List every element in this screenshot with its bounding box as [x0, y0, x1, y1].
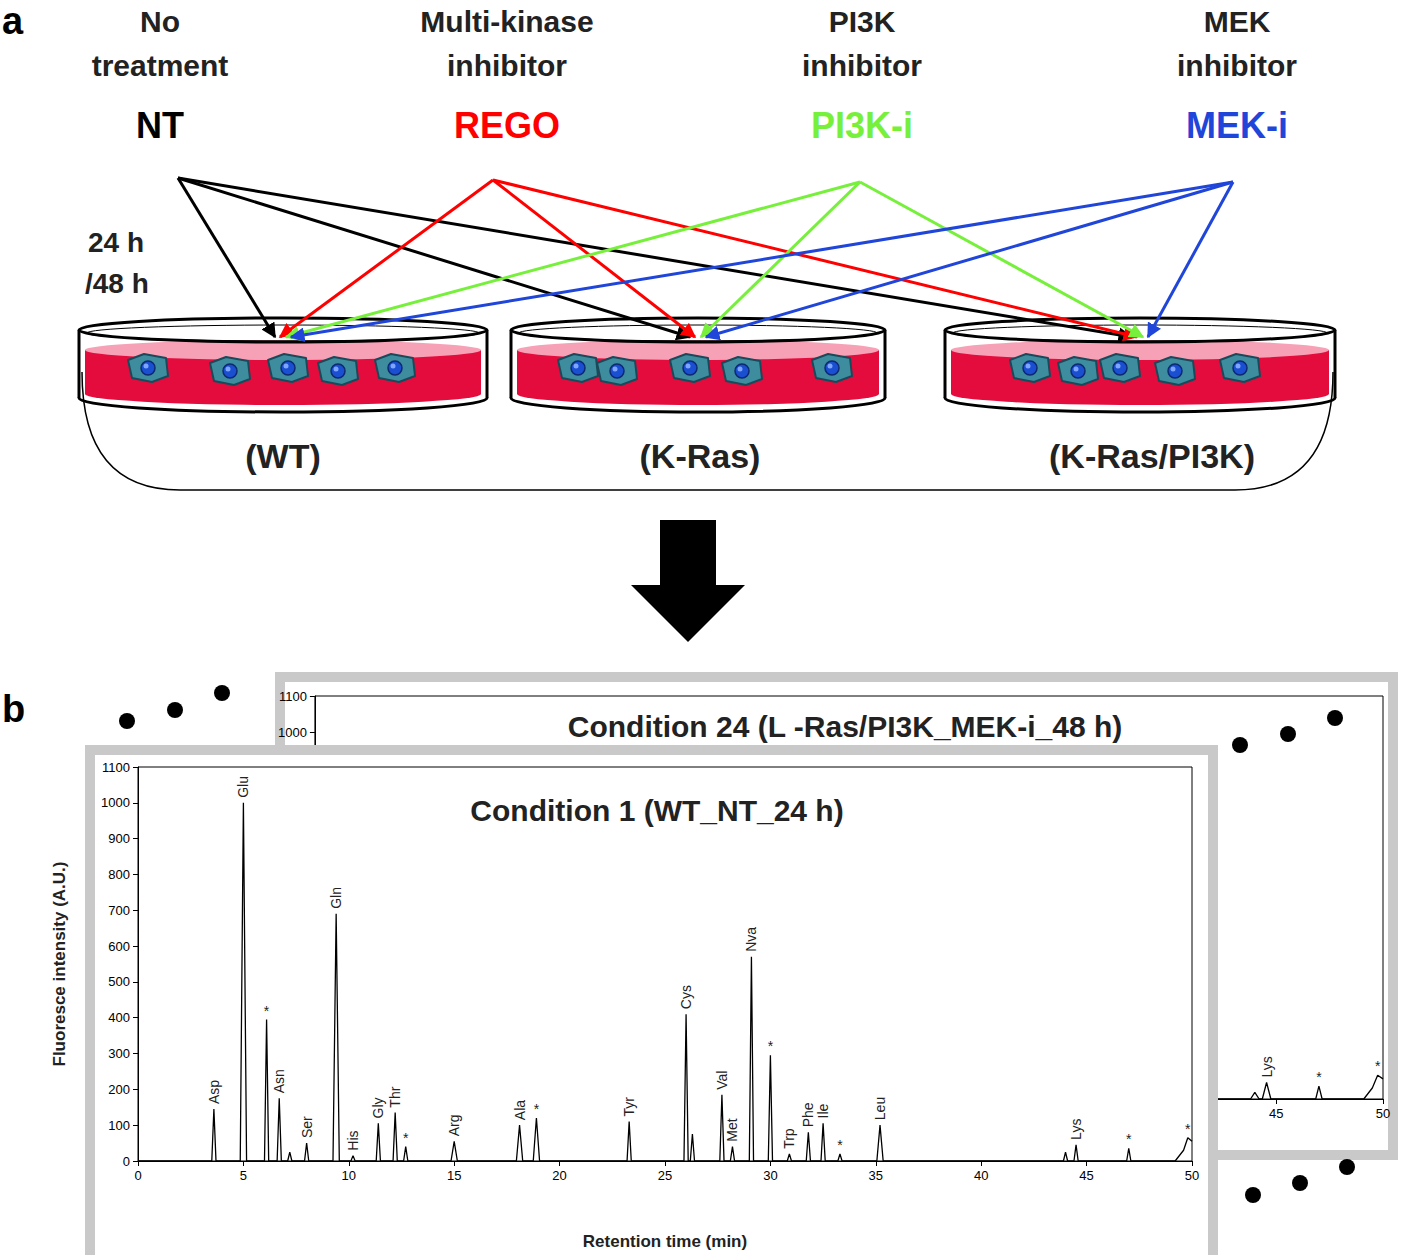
svg-text:*: * [403, 1130, 409, 1146]
svg-text:Phe: Phe [800, 1102, 816, 1127]
svg-text:Leu: Leu [872, 1097, 888, 1120]
svg-text:a: a [2, 0, 24, 42]
svg-text:700: 700 [108, 903, 130, 918]
svg-text:Condition 24 (L -Ras/PI3K_MEK-: Condition 24 (L -Ras/PI3K_MEK-i_48 h) [568, 710, 1123, 743]
svg-text:25: 25 [658, 1168, 672, 1183]
svg-text:300: 300 [108, 1046, 130, 1061]
svg-text:*: * [1375, 1058, 1381, 1074]
svg-text:900: 900 [108, 831, 130, 846]
svg-text:(K-Ras/PI3K): (K-Ras/PI3K) [1049, 437, 1255, 475]
svg-text:No: No [140, 5, 180, 38]
svg-text:*: * [1126, 1131, 1132, 1147]
svg-text:0: 0 [134, 1168, 141, 1183]
svg-text:REGO: REGO [454, 105, 560, 146]
svg-text:500: 500 [108, 974, 130, 989]
svg-text:1000: 1000 [278, 725, 307, 740]
svg-text:His: His [345, 1130, 361, 1150]
svg-text:1100: 1100 [279, 689, 307, 704]
svg-text:Lys: Lys [1259, 1056, 1275, 1077]
svg-text:Ile: Ile [815, 1103, 831, 1118]
svg-text:200: 200 [108, 1082, 130, 1097]
svg-text:1000: 1000 [101, 795, 130, 810]
svg-text:Met: Met [724, 1118, 740, 1141]
svg-text:40: 40 [974, 1168, 988, 1183]
svg-text:Val: Val [714, 1071, 730, 1090]
svg-text:MEK-i: MEK-i [1186, 105, 1288, 146]
svg-text:Glu: Glu [235, 776, 251, 798]
svg-text:*: * [1316, 1069, 1322, 1085]
svg-text:400: 400 [108, 1010, 130, 1025]
svg-text:Arg: Arg [446, 1115, 462, 1137]
svg-text:20: 20 [552, 1168, 566, 1183]
svg-text:Tyr: Tyr [621, 1097, 637, 1117]
svg-text:MEK: MEK [1204, 5, 1271, 38]
svg-text:treatment: treatment [92, 49, 229, 82]
svg-text:PI3K-i: PI3K-i [811, 105, 913, 146]
svg-text:Fluoresce intensity (A.U.): Fluoresce intensity (A.U.) [50, 862, 69, 1067]
svg-text:Multi-kinase: Multi-kinase [420, 5, 593, 38]
svg-text:*: * [768, 1038, 774, 1054]
svg-text:Asp: Asp [206, 1080, 222, 1104]
svg-text:45: 45 [1269, 1106, 1283, 1121]
svg-text:Trp: Trp [781, 1128, 797, 1149]
svg-text:50: 50 [1185, 1168, 1199, 1183]
svg-text:*: * [264, 1003, 270, 1019]
svg-text:PI3K: PI3K [829, 5, 896, 38]
svg-text:inhibitor: inhibitor [447, 49, 567, 82]
svg-text:inhibitor: inhibitor [802, 49, 922, 82]
svg-text:*: * [1185, 1121, 1191, 1137]
svg-text:24 h: 24 h [88, 227, 144, 258]
svg-text:45: 45 [1079, 1168, 1093, 1183]
svg-text:800: 800 [108, 867, 130, 882]
svg-text:Ala: Ala [512, 1100, 528, 1120]
svg-text:*: * [837, 1137, 843, 1153]
svg-text:Retention time (min): Retention time (min) [583, 1232, 747, 1251]
svg-text:(WT): (WT) [245, 437, 321, 475]
svg-text:Condition 1 (WT_NT_24 h): Condition 1 (WT_NT_24 h) [470, 794, 843, 827]
svg-text:35: 35 [869, 1168, 883, 1183]
svg-text:Lys: Lys [1068, 1119, 1084, 1140]
svg-text:5: 5 [240, 1168, 247, 1183]
svg-text:*: * [534, 1101, 540, 1117]
svg-text:Ser: Ser [299, 1116, 315, 1138]
svg-text:0: 0 [123, 1154, 130, 1169]
svg-text:Thr: Thr [387, 1086, 403, 1107]
svg-text:b: b [2, 688, 25, 730]
svg-text:100: 100 [108, 1118, 130, 1133]
svg-text:50: 50 [1376, 1106, 1390, 1121]
svg-text:Nva: Nva [743, 927, 759, 952]
svg-text:NT: NT [136, 105, 184, 146]
svg-text:/48 h: /48 h [85, 268, 149, 299]
svg-text:(K-Ras): (K-Ras) [640, 437, 761, 475]
svg-text:30: 30 [763, 1168, 777, 1183]
svg-text:1100: 1100 [102, 760, 130, 775]
svg-text:Gln: Gln [328, 887, 344, 909]
svg-text:15: 15 [447, 1168, 461, 1183]
svg-text:600: 600 [108, 939, 130, 954]
svg-text:Cys: Cys [678, 985, 694, 1009]
svg-text:Gly: Gly [370, 1097, 386, 1118]
svg-text:10: 10 [342, 1168, 356, 1183]
svg-text:inhibitor: inhibitor [1177, 49, 1297, 82]
svg-text:Asn: Asn [271, 1069, 287, 1093]
